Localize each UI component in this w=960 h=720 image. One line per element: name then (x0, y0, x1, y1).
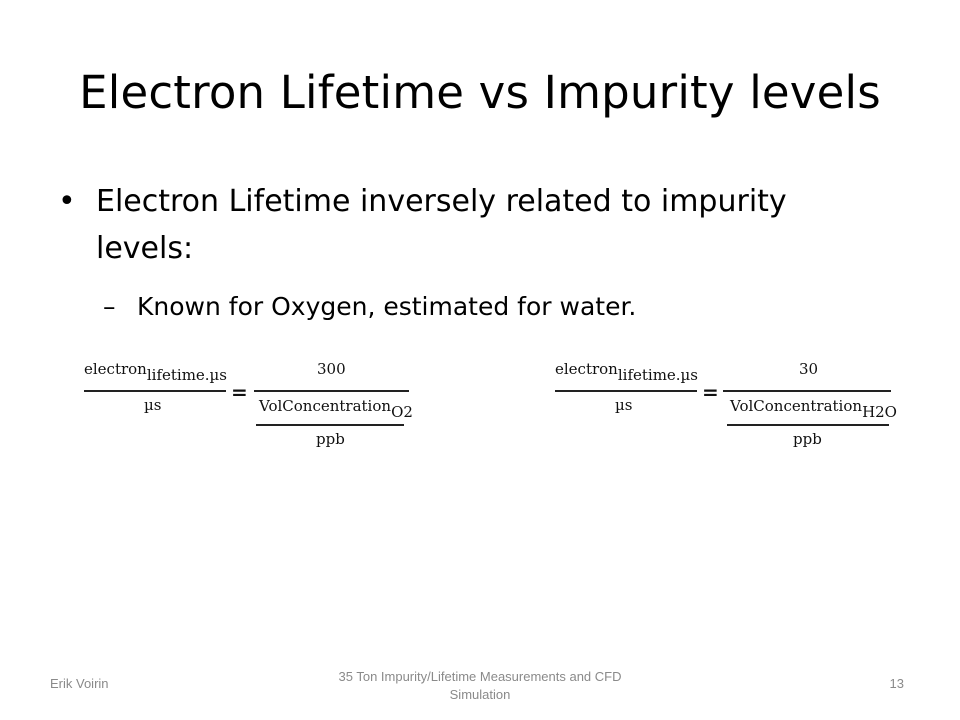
formula-lhs-denominator: µs (144, 396, 162, 414)
formula-rhs-denominator: ppb (316, 430, 345, 448)
formula-rhs-fraction-bar (723, 390, 891, 392)
formula-rhs-fraction-bar (254, 390, 409, 392)
water-lifetime-formula: electronlifetime.µs µs = 30 VolConcentra… (555, 360, 897, 460)
formula-lhs-numerator: electronlifetime.µs (84, 360, 228, 384)
bullet-marker: • (58, 184, 76, 219)
formula-rhs-numerator: 300 (317, 360, 346, 378)
slide-title: Electron Lifetime vs Impurity levels (79, 66, 881, 119)
sub-bullet-text: Known for Oxygen, estimated for water. (137, 292, 637, 321)
formula-rhs-numerator: 30 (799, 360, 819, 378)
sub-bullet-marker: – (103, 292, 116, 321)
formula-equals-sign: = (702, 380, 719, 404)
formula-rhs-denominator: ppb (793, 430, 822, 448)
footer-presentation-title: 35 Ton Impurity/Lifetime Measurements an… (338, 669, 622, 702)
footer-author: Erik Voirin (50, 676, 109, 691)
formula-lhs-denominator: µs (615, 396, 633, 414)
footer-page-number: 13 (889, 676, 904, 691)
oxygen-lifetime-formula: electronlifetime.µs µs = 300 VolConcentr… (84, 360, 414, 460)
bullet-text: Electron Lifetime inversely related to i… (96, 184, 787, 266)
formula-equals-sign: = (231, 380, 248, 404)
formula-lhs-fraction-bar (84, 390, 226, 392)
formula-rhs-concentration: VolConcentrationO2 (259, 397, 413, 421)
formula-rhs-inner-fraction-bar (727, 424, 889, 426)
formula-lhs-fraction-bar (555, 390, 697, 392)
formula-rhs-concentration: VolConcentrationH2O (730, 397, 897, 421)
formula-rhs-inner-fraction-bar (256, 424, 404, 426)
formula-lhs-numerator: electronlifetime.µs (555, 360, 699, 384)
